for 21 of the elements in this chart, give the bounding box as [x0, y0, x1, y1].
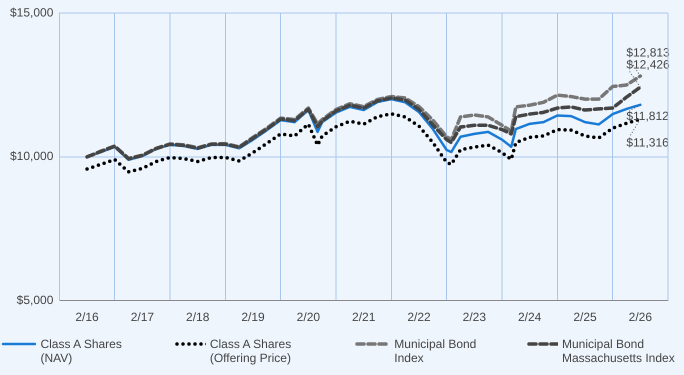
x-tick-label: 2/21 — [352, 310, 376, 324]
legend-label: Municipal Bond Massachusetts Index — [562, 337, 676, 365]
x-tick-label: 2/23 — [462, 310, 486, 324]
annotation: $11,812 — [626, 109, 670, 124]
x-tick-label: 2/20 — [296, 310, 320, 324]
x-tick-label: 2/18 — [186, 310, 210, 324]
legend-label: Class A Shares (NAV) — [40, 337, 123, 365]
x-tick-label: 2/25 — [573, 310, 598, 324]
y-tick-label: $15,000 — [10, 6, 54, 20]
legend-label: Municipal Bond Index — [394, 337, 478, 365]
x-tick-label: 2/24 — [518, 310, 542, 324]
x-tick-label: 2/19 — [241, 310, 266, 324]
x-tick-label: 2/22 — [407, 310, 432, 324]
annotation: $11,316 — [626, 135, 670, 150]
legend-label: Class A Shares (Offering Price) — [210, 337, 292, 365]
x-tick-label: 2/26 — [628, 310, 652, 324]
x-tick-label: 2/17 — [130, 310, 154, 324]
annotation: $12,426 — [626, 57, 670, 72]
y-tick-label: $5,000 — [16, 292, 54, 307]
y-tick-label: $10,000 — [10, 149, 54, 164]
x-tick-label: 2/16 — [75, 310, 100, 324]
